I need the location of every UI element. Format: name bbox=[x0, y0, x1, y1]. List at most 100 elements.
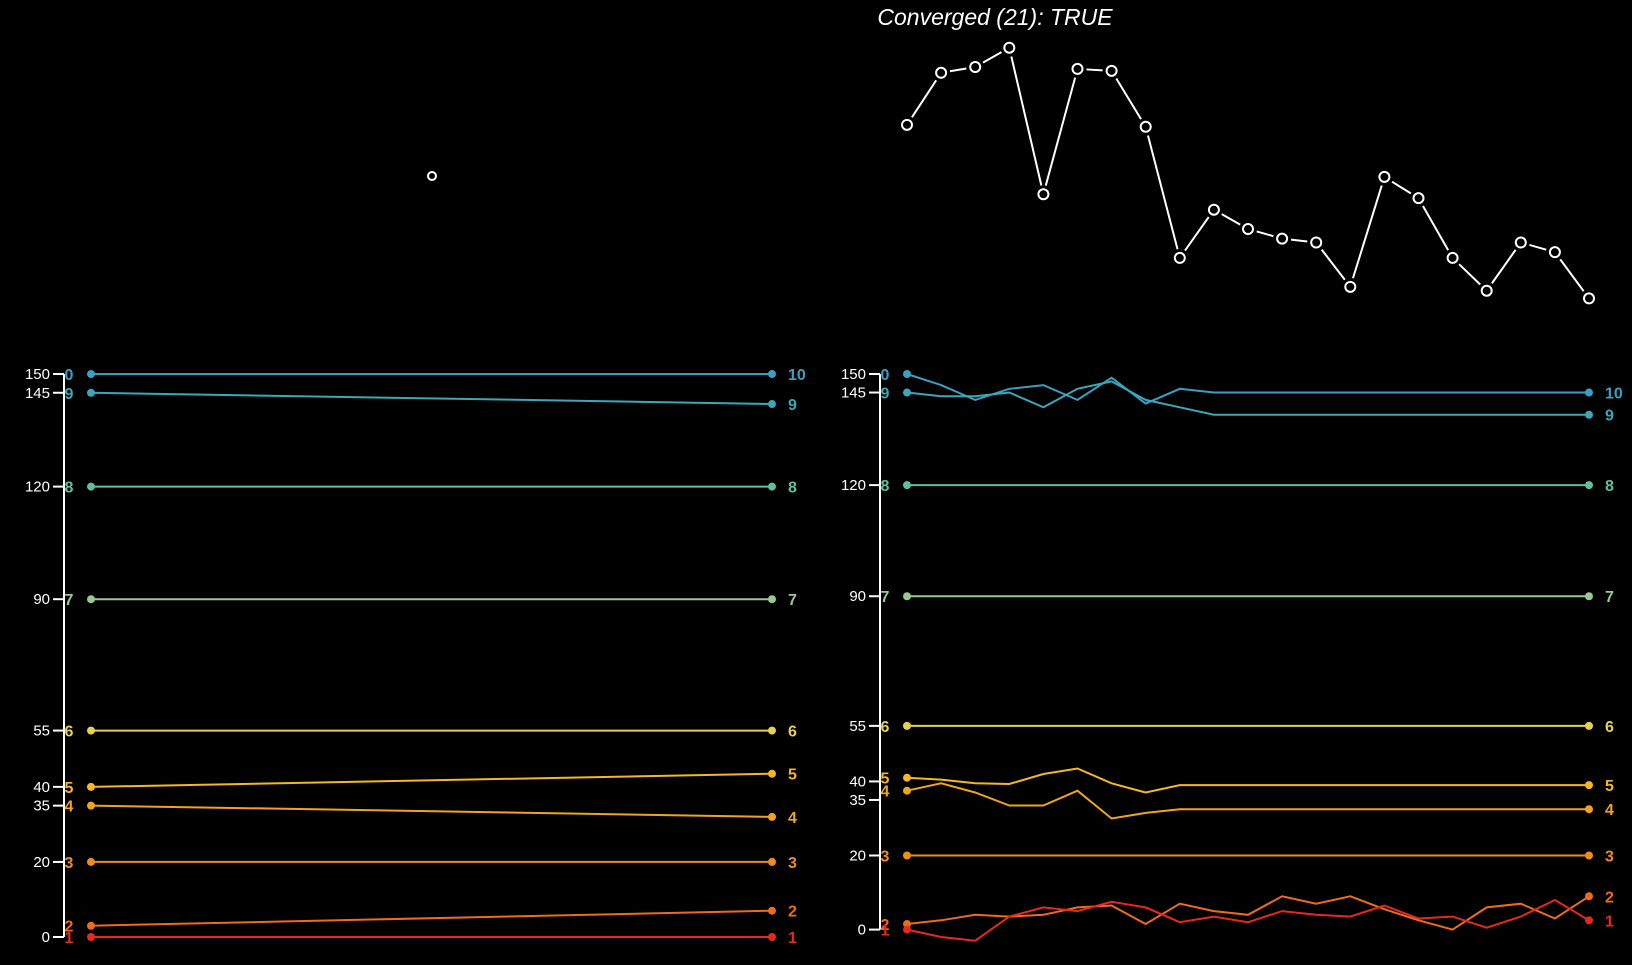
series-end-label: 3 bbox=[1605, 849, 1614, 866]
y-tick-label: 150 bbox=[841, 366, 866, 383]
series-start-point bbox=[87, 388, 95, 397]
series-line bbox=[906, 373, 1589, 405]
series-end-point bbox=[768, 726, 776, 735]
series-end-label: 7 bbox=[788, 592, 797, 609]
series-end-label: 9 bbox=[1605, 408, 1614, 425]
series-start-label: 7 bbox=[65, 592, 74, 609]
data-point bbox=[1378, 170, 1391, 183]
data-point bbox=[1207, 203, 1220, 216]
series-end-point bbox=[1585, 721, 1593, 730]
series-end-label: 8 bbox=[788, 480, 797, 497]
series-line-segment bbox=[1458, 263, 1481, 286]
series-start-point bbox=[903, 851, 911, 860]
y-tick-label: 145 bbox=[841, 385, 866, 402]
data-point bbox=[1412, 192, 1425, 205]
series-end-label: 7 bbox=[1605, 589, 1614, 606]
y-tick-label: 35 bbox=[33, 798, 50, 815]
series-line-segment bbox=[1290, 238, 1308, 243]
series-line bbox=[906, 767, 1589, 794]
y-tick-label: 0 bbox=[42, 929, 50, 946]
data-point bbox=[1446, 251, 1459, 264]
series-start-point bbox=[903, 481, 911, 490]
y-tick-label: 90 bbox=[849, 588, 866, 605]
series-start-point bbox=[903, 773, 911, 782]
series-line-segment bbox=[1010, 56, 1043, 186]
series-end-point bbox=[768, 906, 776, 915]
series-start-label: 4 bbox=[65, 799, 74, 816]
series-start-label: 3 bbox=[65, 855, 74, 872]
series-end-label: 8 bbox=[1605, 478, 1614, 495]
series-line-segment bbox=[1256, 230, 1274, 238]
series-start-label: 6 bbox=[65, 724, 74, 741]
series-end-label: 5 bbox=[788, 767, 797, 784]
data-point bbox=[935, 66, 948, 79]
series-end-label: 1 bbox=[788, 930, 797, 947]
series-end-label: 2 bbox=[1605, 889, 1614, 906]
series-end-point bbox=[768, 370, 776, 378]
series-end-point bbox=[1585, 805, 1593, 814]
series-end-label: 5 bbox=[1605, 778, 1614, 795]
series-line-segment bbox=[1352, 185, 1383, 279]
series-line bbox=[906, 782, 1589, 820]
series-start-label: 0 bbox=[881, 367, 890, 384]
series-line-segment bbox=[1391, 180, 1412, 195]
series-end-label: 1 bbox=[1605, 913, 1614, 930]
data-point bbox=[1344, 280, 1357, 293]
series-start-point bbox=[87, 726, 95, 735]
series-start-point bbox=[87, 933, 95, 941]
series-end-label: 9 bbox=[788, 397, 797, 414]
series-line bbox=[906, 895, 1590, 931]
series-start-label: 8 bbox=[65, 480, 74, 497]
series-end-label: 10 bbox=[788, 367, 806, 384]
series-line bbox=[906, 898, 1590, 942]
series-end-point bbox=[768, 400, 776, 409]
series-start-label: 3 bbox=[881, 849, 890, 866]
data-point bbox=[1480, 284, 1493, 297]
y-tick-label: 20 bbox=[849, 848, 866, 865]
y-tick-label: 40 bbox=[33, 779, 50, 796]
series-end-point bbox=[1585, 481, 1593, 490]
series-line-segment bbox=[1529, 243, 1547, 251]
series-end-point bbox=[768, 933, 776, 941]
series-line bbox=[90, 391, 773, 405]
series-line-segment bbox=[1320, 249, 1346, 281]
series-start-point bbox=[903, 920, 911, 929]
panel-top-left bbox=[427, 171, 437, 181]
series-line-segment bbox=[911, 79, 938, 118]
series-end-point bbox=[1585, 592, 1593, 601]
series-start-label: 9 bbox=[881, 386, 890, 403]
data-point bbox=[1583, 292, 1595, 305]
series-line-segment bbox=[1086, 68, 1103, 72]
series-line-segment bbox=[949, 67, 967, 73]
series-start-label: 2 bbox=[881, 917, 890, 934]
series-line-segment bbox=[1221, 213, 1241, 226]
data-point bbox=[1242, 223, 1254, 235]
data-point bbox=[1071, 62, 1084, 75]
series-end-point bbox=[1585, 410, 1593, 419]
series-end-point bbox=[768, 595, 776, 604]
series-line-segment bbox=[1491, 249, 1517, 284]
series-start-point bbox=[87, 801, 95, 810]
series-end-point bbox=[1585, 388, 1593, 397]
y-tick-label: 20 bbox=[33, 854, 50, 871]
series-line-segment bbox=[1422, 205, 1450, 251]
panel-top-right bbox=[901, 41, 1595, 305]
series-line bbox=[906, 380, 1589, 416]
y-tick-label: 35 bbox=[849, 792, 866, 809]
y-tick-label: 55 bbox=[33, 723, 50, 740]
data-point bbox=[1003, 41, 1016, 54]
y-tick-label: 145 bbox=[25, 385, 50, 402]
series-end-point bbox=[768, 857, 776, 866]
series-end-label: 10 bbox=[1605, 386, 1623, 403]
series-start-label: 5 bbox=[65, 780, 74, 797]
series-start-label: 0 bbox=[65, 367, 74, 384]
series-end-point bbox=[768, 769, 776, 778]
series-end-point bbox=[1585, 892, 1593, 901]
series-line-segment bbox=[1559, 258, 1585, 292]
series-start-point bbox=[87, 370, 95, 378]
series-end-point bbox=[768, 482, 776, 491]
series-start-label: 7 bbox=[881, 589, 890, 606]
